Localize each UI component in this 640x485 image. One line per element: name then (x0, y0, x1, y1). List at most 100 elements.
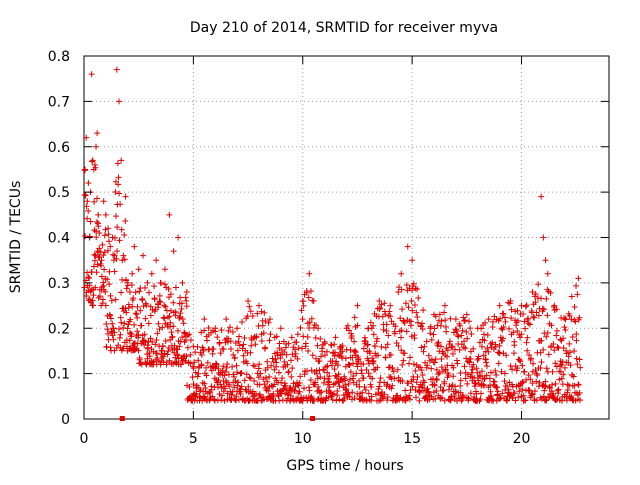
data-point (148, 270, 155, 277)
data-point (413, 394, 420, 401)
data-point (106, 238, 113, 245)
data-point (367, 319, 374, 326)
data-point (260, 376, 267, 383)
data-point (506, 325, 513, 332)
data-point (524, 334, 531, 341)
data-point (321, 340, 328, 347)
data-point (179, 279, 186, 286)
data-point (496, 349, 503, 356)
data-point (347, 347, 354, 354)
data-point (496, 342, 503, 349)
data-point (495, 360, 502, 367)
data-point (572, 318, 579, 325)
data-point (85, 273, 92, 280)
data-point (368, 397, 375, 404)
data-point (360, 361, 367, 368)
data-point (245, 298, 252, 305)
data-point (420, 348, 427, 355)
data-point (271, 381, 278, 388)
data-point (112, 296, 119, 303)
data-point (178, 361, 185, 368)
data-point (470, 345, 477, 352)
data-point (567, 349, 574, 356)
data-point (550, 392, 557, 399)
data-point (445, 371, 452, 378)
data-point (431, 325, 438, 332)
data-point (549, 368, 556, 375)
data-point (93, 228, 100, 235)
data-point (460, 393, 467, 400)
data-point (364, 341, 371, 348)
data-point (303, 289, 310, 296)
data-point (459, 327, 466, 334)
data-point (161, 315, 168, 322)
data-point (220, 363, 227, 370)
data-point (544, 270, 551, 277)
data-point (532, 299, 539, 306)
data-point (300, 302, 307, 309)
data-point (381, 391, 388, 398)
data-point (201, 316, 208, 323)
data-point (483, 372, 490, 379)
data-point (552, 380, 559, 387)
data-point (547, 289, 554, 296)
data-point (198, 361, 205, 368)
data-point (307, 377, 314, 384)
data-point (174, 352, 181, 359)
data-point (311, 397, 318, 404)
data-point (485, 348, 492, 355)
data-point (292, 350, 299, 357)
data-point (514, 317, 521, 324)
data-point (494, 384, 501, 391)
data-point (546, 385, 553, 391)
data-point (369, 358, 376, 365)
data-point (489, 396, 496, 403)
data-point (257, 370, 264, 377)
data-point (95, 211, 102, 218)
y-tick-label: 0.4 (48, 231, 70, 247)
data-point (441, 302, 448, 309)
data-point (499, 335, 506, 342)
data-point (171, 342, 178, 349)
data-point (167, 307, 174, 314)
data-point (186, 383, 193, 390)
data-point (351, 394, 358, 401)
data-point (377, 375, 384, 382)
data-point (134, 303, 141, 310)
data-point (450, 364, 457, 371)
data-point (347, 368, 354, 375)
data-point (473, 365, 480, 372)
data-point (351, 338, 358, 345)
data-point (153, 350, 160, 357)
data-point (108, 315, 115, 322)
data-point (104, 247, 111, 254)
data-point (463, 329, 470, 336)
data-point (329, 396, 336, 403)
data-point (555, 390, 562, 397)
data-point (236, 333, 243, 340)
data-point (561, 324, 568, 331)
data-point (321, 352, 328, 359)
data-point (573, 282, 580, 289)
data-point (282, 383, 289, 390)
data-point (350, 372, 357, 379)
data-point (245, 383, 252, 390)
data-point (297, 324, 304, 331)
data-point (161, 281, 168, 288)
data-point (83, 203, 90, 210)
data-point (548, 322, 555, 329)
data-point (189, 374, 196, 381)
data-point (460, 344, 467, 351)
data-point (235, 379, 242, 386)
data-point (384, 341, 391, 348)
data-point (333, 397, 340, 404)
data-point (500, 324, 507, 331)
data-point (293, 339, 300, 346)
axis-ticks: 0 0.1 0.2 0.3 0.4 0.5 0.6 0.7 0.8 0 5 10 15 20 (48, 49, 609, 447)
data-point (501, 370, 508, 377)
data-point (326, 384, 333, 391)
x-tick-label: 10 (294, 431, 312, 447)
data-point (111, 268, 118, 275)
data-point (326, 379, 333, 386)
data-point (178, 300, 185, 307)
